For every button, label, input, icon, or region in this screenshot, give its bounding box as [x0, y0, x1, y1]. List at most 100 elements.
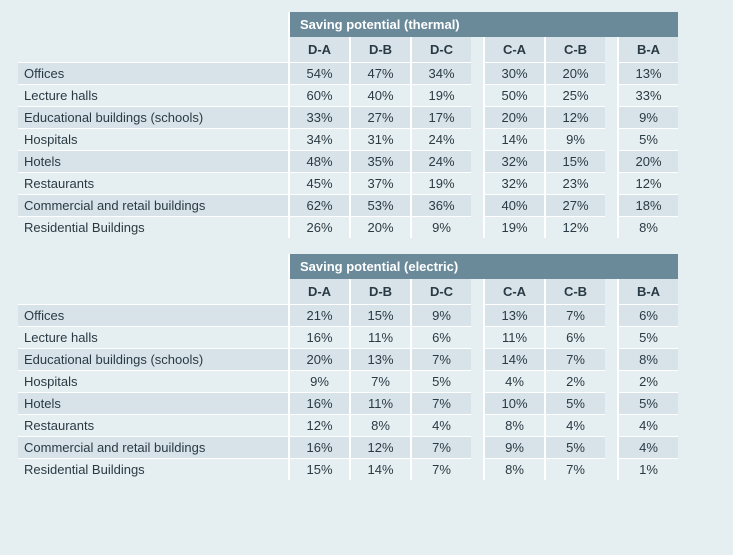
data-cell: 8%	[617, 348, 678, 370]
column-group-gap	[471, 414, 483, 436]
data-cell: 11%	[349, 392, 410, 414]
data-cell: 24%	[410, 128, 471, 150]
column-group-gap	[605, 348, 617, 370]
data-cell: 7%	[544, 458, 605, 480]
data-cell: 54%	[288, 62, 349, 84]
column-group-gap	[471, 194, 483, 216]
column-group-gap	[605, 37, 617, 62]
data-cell: 6%	[544, 326, 605, 348]
data-cell: 5%	[617, 128, 678, 150]
data-cell: 8%	[483, 458, 544, 480]
data-cell: 5%	[544, 392, 605, 414]
column-group-gap	[471, 128, 483, 150]
row-label: Educational buildings (schools)	[18, 348, 288, 370]
data-cell: 30%	[483, 62, 544, 84]
data-cell: 36%	[410, 194, 471, 216]
data-cell: 12%	[617, 172, 678, 194]
data-table: Saving potential (thermal)D-AD-BD-CC-AC-…	[18, 12, 715, 238]
column-header: C-A	[483, 37, 544, 62]
column-group-gap	[605, 392, 617, 414]
data-cell: 5%	[617, 392, 678, 414]
column-header: D-C	[410, 279, 471, 304]
column-group-gap	[605, 172, 617, 194]
column-header: D-A	[288, 279, 349, 304]
data-cell: 16%	[288, 326, 349, 348]
data-cell: 7%	[410, 392, 471, 414]
data-cell: 11%	[483, 326, 544, 348]
data-cell: 4%	[544, 414, 605, 436]
data-table: Saving potential (electric)D-AD-BD-CC-AC…	[18, 254, 715, 480]
data-cell: 9%	[410, 304, 471, 326]
data-cell: 15%	[288, 458, 349, 480]
data-cell: 34%	[410, 62, 471, 84]
row-label: Commercial and retail buildings	[18, 194, 288, 216]
data-cell: 9%	[288, 370, 349, 392]
data-cell: 4%	[617, 414, 678, 436]
column-group-gap	[471, 370, 483, 392]
data-cell: 11%	[349, 326, 410, 348]
data-cell: 17%	[410, 106, 471, 128]
column-group-gap	[471, 304, 483, 326]
column-group-gap	[471, 326, 483, 348]
column-group-gap	[605, 304, 617, 326]
data-cell: 12%	[544, 216, 605, 238]
data-cell: 8%	[483, 414, 544, 436]
data-cell: 4%	[617, 436, 678, 458]
table-grid: Saving potential (thermal)D-AD-BD-CC-AC-…	[18, 12, 715, 238]
data-cell: 23%	[544, 172, 605, 194]
row-label: Offices	[18, 62, 288, 84]
table-grid: Saving potential (electric)D-AD-BD-CC-AC…	[18, 254, 715, 480]
row-label: Hotels	[18, 150, 288, 172]
data-cell: 6%	[617, 304, 678, 326]
data-cell: 45%	[288, 172, 349, 194]
data-cell: 19%	[410, 172, 471, 194]
data-cell: 40%	[349, 84, 410, 106]
data-cell: 20%	[483, 106, 544, 128]
data-cell: 20%	[544, 62, 605, 84]
row-label: Commercial and retail buildings	[18, 436, 288, 458]
data-cell: 19%	[483, 216, 544, 238]
data-cell: 5%	[617, 326, 678, 348]
row-label: Hospitals	[18, 128, 288, 150]
data-cell: 32%	[483, 172, 544, 194]
column-group-gap	[605, 128, 617, 150]
column-group-gap	[605, 106, 617, 128]
column-group-gap	[605, 326, 617, 348]
column-header: D-C	[410, 37, 471, 62]
data-cell: 8%	[349, 414, 410, 436]
column-group-gap	[605, 62, 617, 84]
data-cell: 13%	[617, 62, 678, 84]
data-cell: 60%	[288, 84, 349, 106]
column-group-gap	[471, 392, 483, 414]
column-group-gap	[471, 348, 483, 370]
data-cell: 7%	[410, 348, 471, 370]
data-cell: 5%	[410, 370, 471, 392]
row-label: Restaurants	[18, 172, 288, 194]
data-cell: 15%	[544, 150, 605, 172]
column-group-gap	[605, 216, 617, 238]
row-label: Educational buildings (schools)	[18, 106, 288, 128]
data-cell: 7%	[544, 304, 605, 326]
row-label: Restaurants	[18, 414, 288, 436]
row-label: Residential Buildings	[18, 458, 288, 480]
data-cell: 10%	[483, 392, 544, 414]
data-cell: 2%	[617, 370, 678, 392]
column-group-gap	[605, 84, 617, 106]
column-group-gap	[471, 216, 483, 238]
data-cell: 32%	[483, 150, 544, 172]
data-cell: 6%	[410, 326, 471, 348]
column-group-gap	[471, 279, 483, 304]
column-header: D-A	[288, 37, 349, 62]
column-group-gap	[605, 414, 617, 436]
data-cell: 12%	[288, 414, 349, 436]
data-cell: 62%	[288, 194, 349, 216]
data-cell: 7%	[544, 348, 605, 370]
column-header: C-A	[483, 279, 544, 304]
data-cell: 20%	[617, 150, 678, 172]
data-cell: 33%	[617, 84, 678, 106]
data-cell: 20%	[349, 216, 410, 238]
column-group-gap	[605, 150, 617, 172]
data-cell: 18%	[617, 194, 678, 216]
column-group-gap	[471, 458, 483, 480]
column-group-gap	[471, 436, 483, 458]
